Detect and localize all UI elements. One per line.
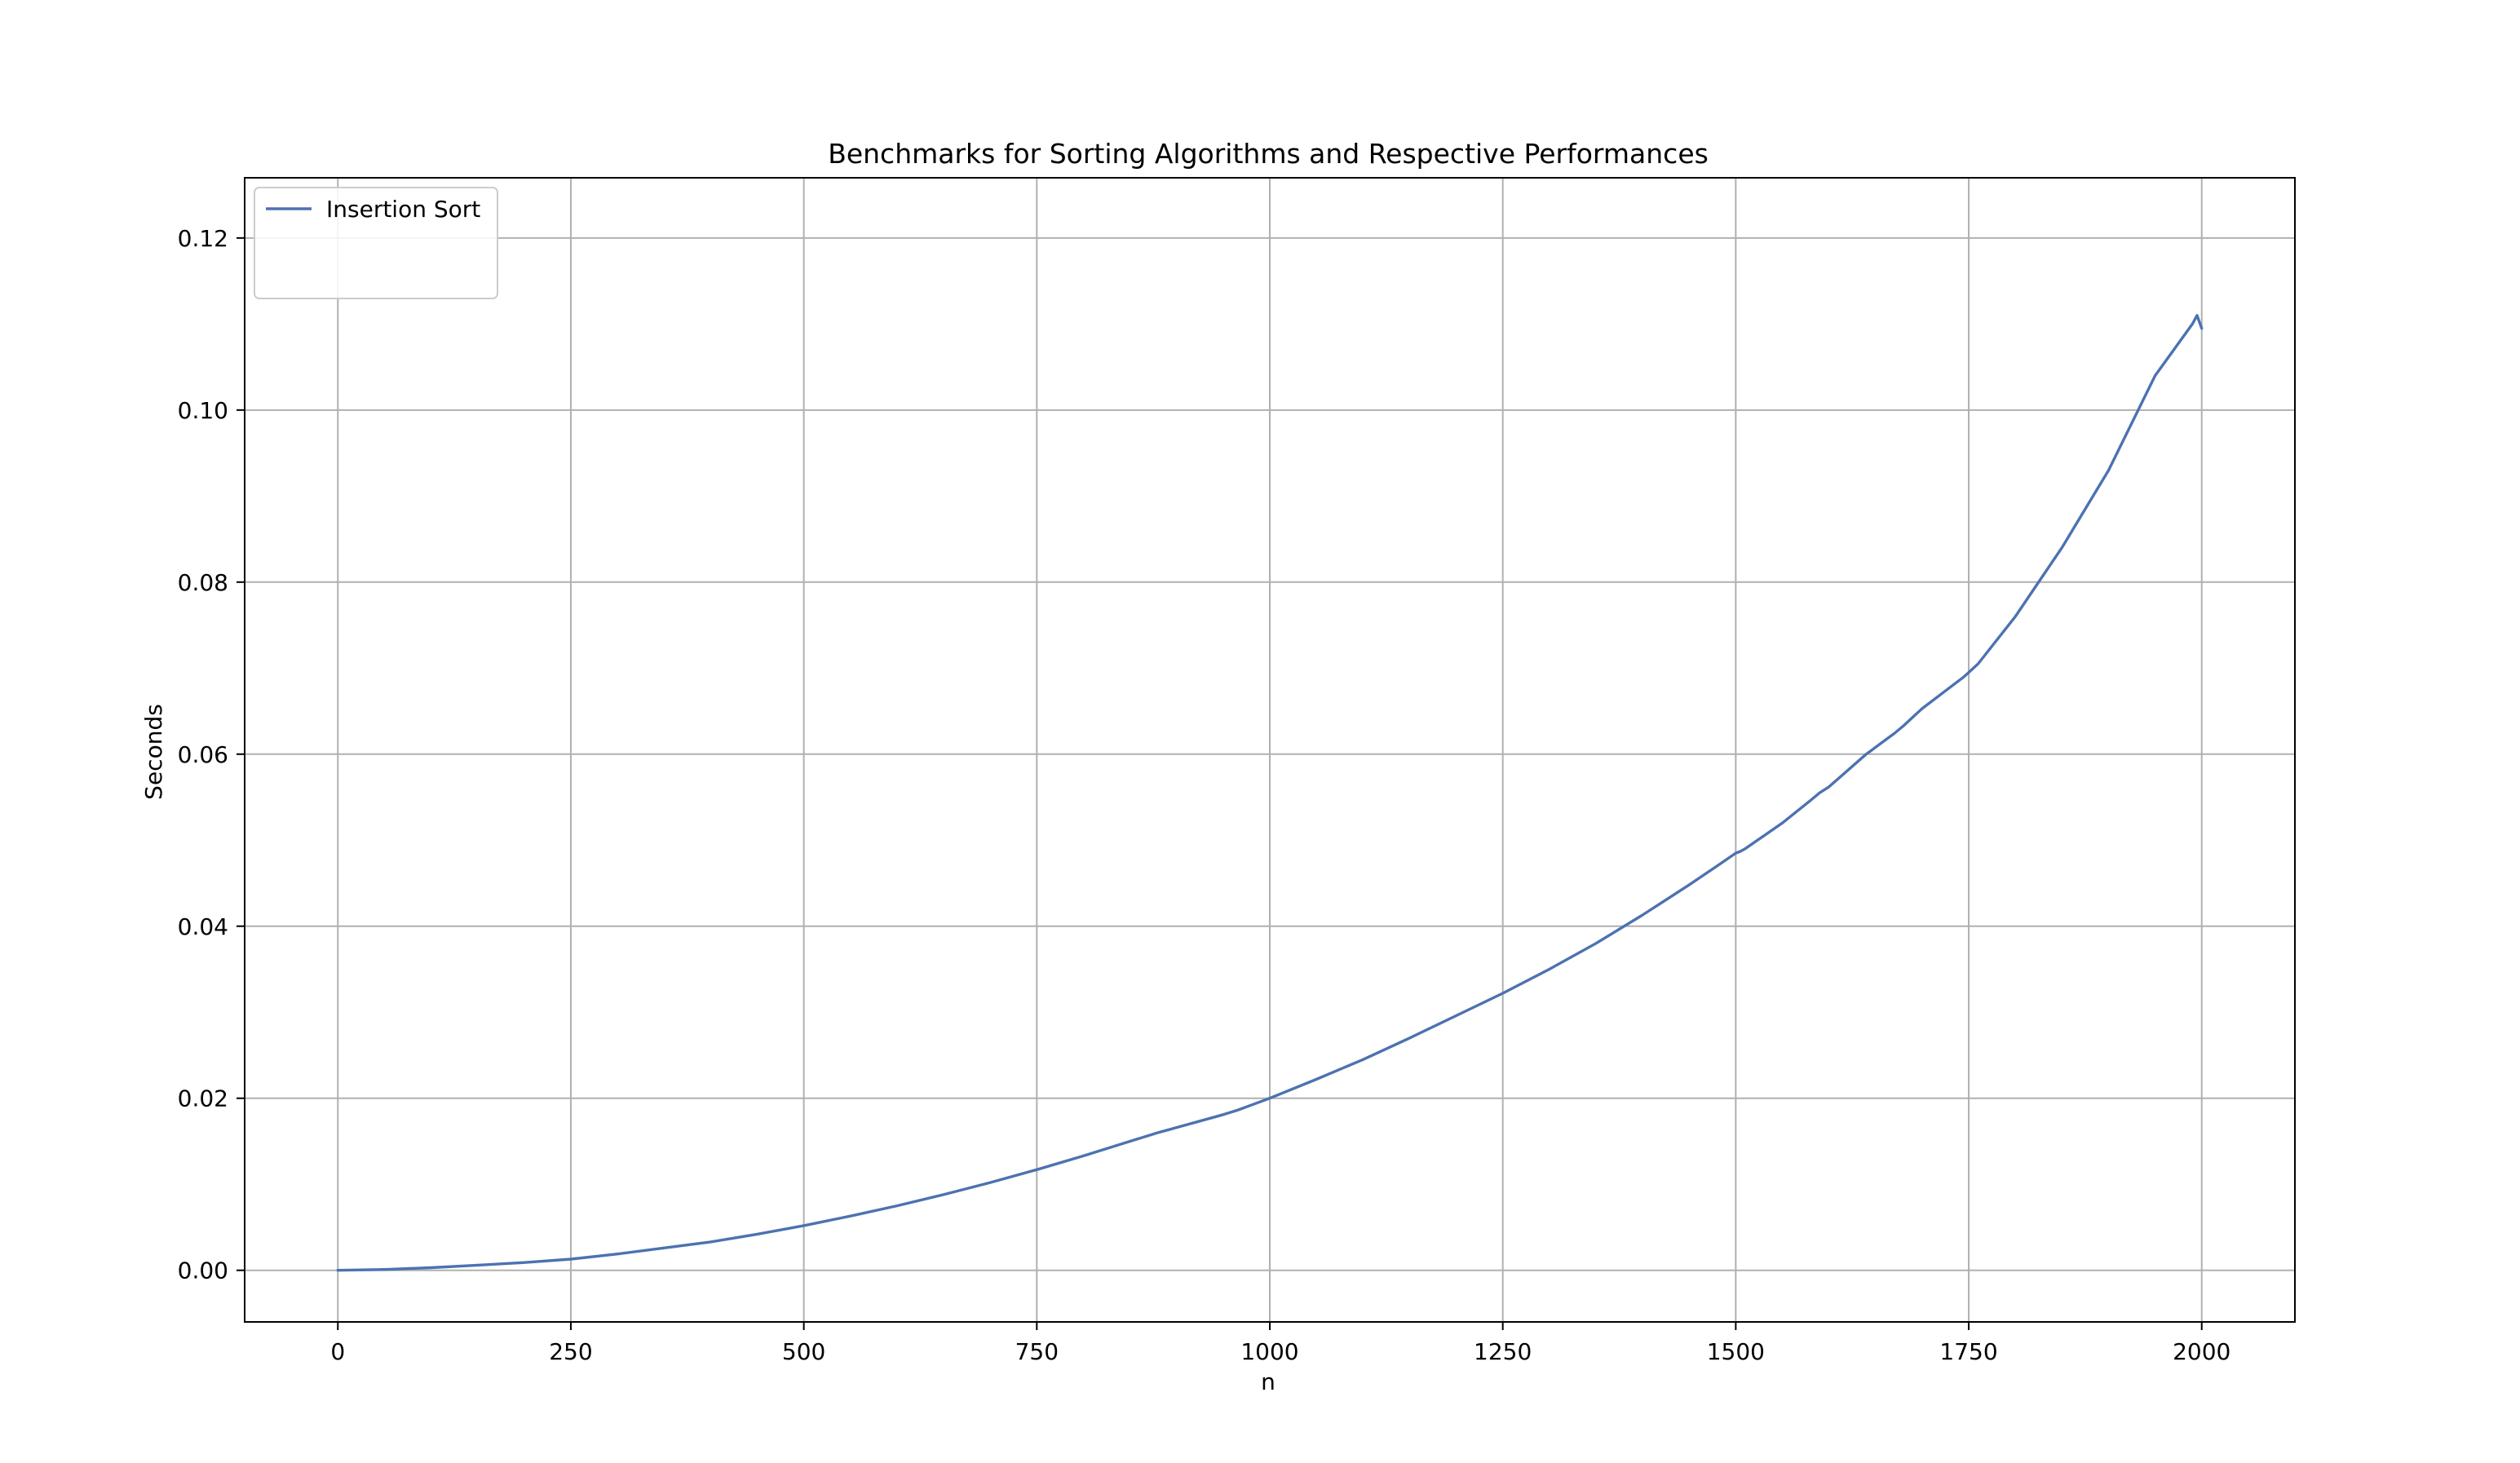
x-tick-label: 1500 [1707, 1338, 1765, 1365]
y-tick-label: 0.08 [178, 569, 228, 596]
legend-box [254, 187, 498, 299]
axis-ticks: 0 250 500 750 1000 1250 1500 1750 2000 0.00 0.02 0.… [178, 225, 2231, 1365]
grid-lines [245, 178, 2295, 1322]
x-tick-label: 1000 [1240, 1338, 1298, 1365]
x-tick-label: 750 [1015, 1338, 1059, 1365]
y-axis-label: Seconds [140, 704, 167, 800]
x-tick-label: 0 [330, 1338, 345, 1365]
x-tick-label: 500 [782, 1338, 825, 1365]
x-tick-label: 1250 [1474, 1338, 1532, 1365]
series-line-insertion-sort [336, 314, 2204, 1272]
y-tick-label: 0.00 [178, 1257, 228, 1284]
x-tick-label: 250 [549, 1338, 592, 1365]
y-tick-label: 0.06 [178, 741, 228, 768]
y-tick-label: 0.10 [178, 397, 228, 424]
x-axis-label: n [1261, 1368, 1275, 1395]
y-tick-label: 0.12 [178, 225, 228, 252]
x-tick-label: 1750 [1939, 1338, 1997, 1365]
series-lines [336, 314, 2204, 1272]
y-tick-label: 0.02 [178, 1085, 228, 1112]
legend: Insertion Sort [254, 187, 498, 299]
chart-title: Benchmarks for Sorting Algorithms and Re… [828, 138, 1709, 170]
legend-label-insertion-sort: Insertion Sort [326, 196, 480, 223]
y-tick-label: 0.04 [178, 913, 228, 940]
x-tick-label: 2000 [2173, 1338, 2230, 1365]
